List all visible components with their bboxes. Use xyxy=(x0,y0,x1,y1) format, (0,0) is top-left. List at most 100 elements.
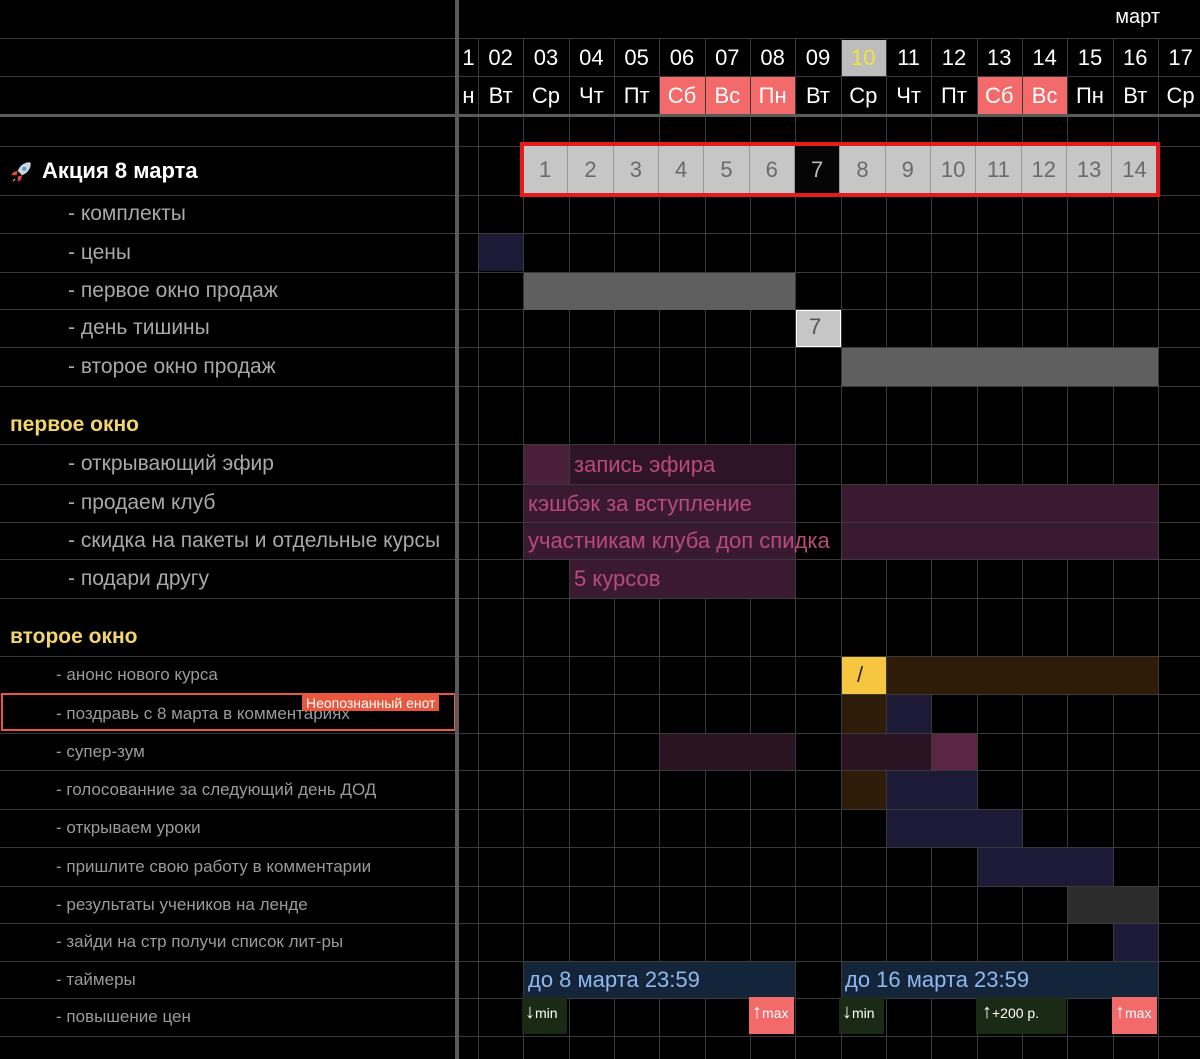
day-number[interactable]: 1 xyxy=(462,45,475,70)
row-label[interactable]: - супер-зум xyxy=(56,733,455,770)
day-number[interactable]: 07 xyxy=(715,45,740,70)
day-number[interactable]: 17 xyxy=(1168,45,1193,70)
opening-stream-bar[interactable] xyxy=(524,445,569,484)
row-label[interactable]: - зайди на стр получи список лит-ры xyxy=(56,923,455,961)
day-name[interactable]: Сб xyxy=(976,77,1022,114)
day-name[interactable]: н xyxy=(462,83,475,108)
day-number[interactable]: 08 xyxy=(760,45,785,70)
day-number[interactable]: 03 xyxy=(533,45,559,70)
timer-bar-2[interactable] xyxy=(841,962,1158,998)
day-name[interactable]: Пт xyxy=(941,83,967,108)
day-name[interactable]: Ср xyxy=(849,83,878,108)
day-number[interactable]: 12 xyxy=(941,45,967,70)
vote-bar-1[interactable] xyxy=(841,771,886,809)
day-number[interactable]: 09 xyxy=(805,45,831,70)
row-label[interactable]: - продаем клуб xyxy=(68,484,455,522)
announce-bar[interactable] xyxy=(886,657,1158,694)
price-max-cell-1[interactable]: ↑max xyxy=(749,997,794,1034)
results-bar[interactable] xyxy=(1068,887,1158,923)
vote-bar-2[interactable] xyxy=(886,771,977,809)
super-zoom-bar-1[interactable] xyxy=(660,734,796,770)
day-number[interactable]: 16 xyxy=(1123,45,1148,70)
day-name[interactable]: Сб xyxy=(659,77,705,114)
row-label[interactable]: - пришлите свою работу в комментарии xyxy=(56,847,455,886)
promo-day[interactable]: 10 xyxy=(930,146,977,194)
row-label[interactable]: - скидка на пакеты и отдельные курсы xyxy=(68,522,455,559)
row-label[interactable]: - голосованние за следующий день ДОД xyxy=(56,770,455,809)
discount-bar-1[interactable] xyxy=(524,523,796,559)
day-number[interactable]: 14 xyxy=(1032,45,1057,70)
price-min-cell-2[interactable]: ↓min xyxy=(839,997,884,1034)
promo-day[interactable]: 4 xyxy=(658,146,705,194)
super-zoom-bar-2[interactable] xyxy=(841,734,932,770)
promo-day[interactable]: 8 xyxy=(840,146,886,194)
literature-bar[interactable] xyxy=(1113,924,1158,961)
row-label[interactable]: - таймеры xyxy=(56,961,455,998)
row-label[interactable]: - результаты учеников на ленде xyxy=(56,886,455,923)
day-name[interactable]: Чт xyxy=(896,83,921,108)
day-name[interactable]: Ср xyxy=(531,83,561,108)
club-sale-bar-2[interactable] xyxy=(841,485,1158,522)
row-label[interactable]: - цены xyxy=(68,233,455,272)
row-label[interactable]: - анонс нового курса xyxy=(56,656,455,694)
day-name[interactable]: Пн xyxy=(749,77,796,114)
timer-bar-1[interactable] xyxy=(524,962,796,998)
promo-day[interactable]: 2 xyxy=(568,146,614,194)
prices-bar[interactable] xyxy=(479,234,524,271)
day-number[interactable]: 06 xyxy=(669,45,695,70)
promo-day[interactable]: 9 xyxy=(885,146,931,194)
gift-bar[interactable] xyxy=(569,560,796,598)
row-label[interactable]: - комплекты xyxy=(68,195,455,233)
send-work-bar[interactable] xyxy=(977,848,1113,886)
day-number[interactable]: 11 xyxy=(897,45,921,70)
day-number[interactable]: 13 xyxy=(987,45,1012,70)
silence-day-cell[interactable] xyxy=(796,310,841,347)
club-sale-bar-1[interactable] xyxy=(524,485,796,522)
day-name[interactable]: Пн xyxy=(1075,83,1104,108)
day-number[interactable]: 05 xyxy=(624,45,649,70)
day-name[interactable]: Вс xyxy=(1021,77,1068,114)
row-label[interactable]: - открываем уроки xyxy=(56,809,455,847)
day-number[interactable]: 15 xyxy=(1077,45,1103,70)
super-zoom-bar-3[interactable] xyxy=(932,734,977,770)
row-label[interactable]: - подари другу xyxy=(68,559,455,598)
price-max-cell-2[interactable]: ↑max xyxy=(1112,997,1157,1034)
price-min-cell-1[interactable]: ↓min xyxy=(522,997,567,1034)
announce-marker-cell[interactable] xyxy=(841,657,886,694)
congrats-bar-2[interactable] xyxy=(886,695,932,733)
row-label[interactable]: - второе окно продаж xyxy=(68,347,455,386)
row-label[interactable]: - открывающий эфир xyxy=(68,444,455,484)
promo-day[interactable]: 1 xyxy=(523,146,569,194)
freeze-column-divider[interactable] xyxy=(455,0,459,1059)
row-label[interactable]: - день тишины xyxy=(68,309,455,347)
row-label[interactable]: второе окно xyxy=(10,618,455,656)
day-number[interactable]: 02 xyxy=(488,45,513,70)
day-number[interactable]: 10 xyxy=(840,40,886,76)
row-label[interactable]: первое окно xyxy=(10,405,455,444)
day-name[interactable]: Чт xyxy=(578,83,604,108)
day-name[interactable]: Пт xyxy=(623,83,650,108)
promo-day[interactable]: 13 xyxy=(1066,146,1113,194)
freeze-row-divider[interactable] xyxy=(0,114,1200,117)
day-name[interactable]: Ср xyxy=(1166,83,1195,108)
promo-day[interactable]: 6 xyxy=(749,146,795,194)
promo-day[interactable]: 11 xyxy=(976,146,1022,194)
second-sales-window-bar[interactable] xyxy=(841,348,1158,386)
row-label[interactable]: Акция 8 марта xyxy=(8,146,455,195)
stream-record-bar[interactable] xyxy=(569,445,796,484)
open-lessons-bar[interactable] xyxy=(886,810,1022,847)
day-name[interactable]: Вт xyxy=(805,83,830,108)
day-name[interactable]: Вт xyxy=(488,83,513,108)
promo-day[interactable]: 7 xyxy=(794,146,841,194)
promo-day[interactable]: 12 xyxy=(1021,146,1067,194)
row-label[interactable]: - повышение цен xyxy=(56,998,455,1036)
day-name[interactable]: Вт xyxy=(1123,83,1148,108)
promo-day[interactable]: 5 xyxy=(704,146,750,194)
promo-day[interactable]: 3 xyxy=(613,146,659,194)
day-number[interactable]: 04 xyxy=(579,45,604,70)
price-plus-cell[interactable]: ↑+200 р. xyxy=(976,997,1066,1034)
first-sales-window-bar[interactable] xyxy=(524,273,796,310)
discount-bar-2[interactable] xyxy=(841,523,1158,559)
congrats-bar-1[interactable] xyxy=(841,695,886,733)
day-name[interactable]: Вс xyxy=(704,77,750,114)
